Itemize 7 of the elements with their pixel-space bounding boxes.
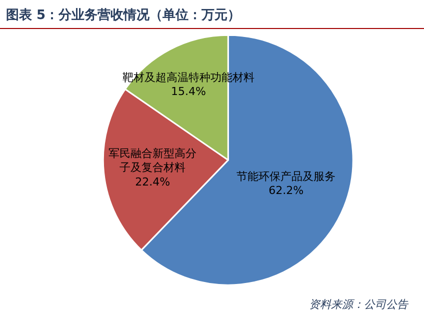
data-label: 15.4%: [170, 85, 206, 98]
text: 资料来源：公司公告: [309, 298, 409, 311]
slice-label: 节能环保产品及服务: [236, 170, 336, 183]
chart-title: 图表 5：分业务营收情况（单位：万元）: [6, 7, 241, 23]
data-label: 22.4%: [135, 175, 170, 188]
data-label: 62.2%: [268, 184, 304, 198]
slice-label: 军民融合新型高分子及复合材料: [108, 146, 197, 174]
